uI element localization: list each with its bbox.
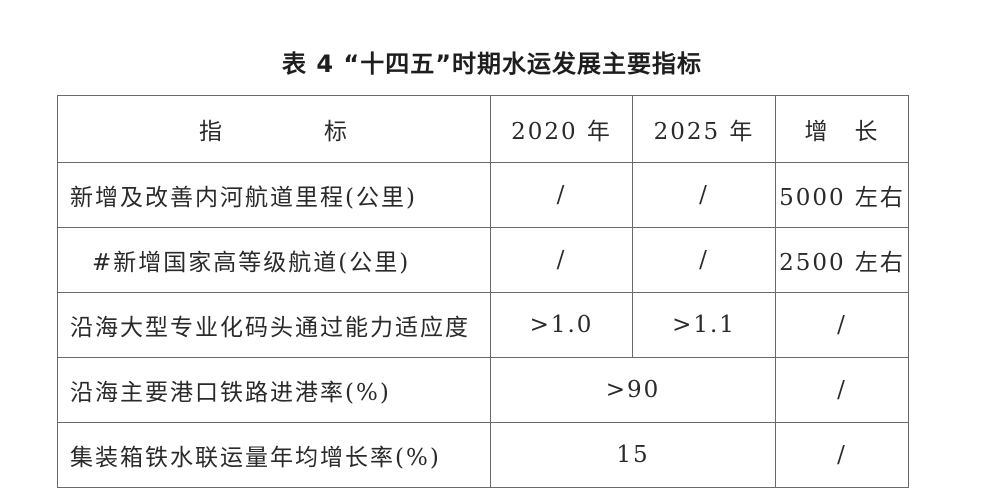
row-merged-value: 15 — [490, 422, 776, 488]
row-2025: / — [632, 162, 776, 228]
table-row: 沿海大型专业化码头通过能力适应度 >1.0 >1.1 / — [57, 292, 909, 358]
row-indicator: 新增及改善内河航道里程(公里) — [57, 162, 491, 228]
row-merged-value: >90 — [490, 357, 776, 423]
table-title: 表 4 “十四五”时期水运发展主要指标 — [282, 50, 702, 78]
row-2025: / — [632, 227, 776, 293]
row-growth: / — [775, 357, 909, 423]
table-row: 沿海主要港口铁路进港率(%) >90 / — [57, 357, 909, 423]
row-indicator: #新增国家高等级航道(公里) — [57, 227, 491, 293]
indicators-table: 指 标 2020 年 2025 年 增 长 新增及改善内河航道里程(公里) / … — [57, 95, 909, 488]
header-growth: 增 长 — [775, 95, 909, 163]
row-growth: / — [775, 422, 909, 488]
row-growth: 5000 左右 — [775, 162, 909, 228]
table-row: 新增及改善内河航道里程(公里) / / 5000 左右 — [57, 162, 909, 228]
row-indicator: 沿海主要港口铁路进港率(%) — [57, 357, 491, 423]
table-row: 集装箱铁水联运量年均增长率(%) 15 / — [57, 422, 909, 488]
row-indicator: 集装箱铁水联运量年均增长率(%) — [57, 422, 491, 488]
row-growth: / — [775, 292, 909, 358]
row-2025: >1.1 — [632, 292, 776, 358]
header-2025: 2025 年 — [632, 95, 776, 163]
header-indicator: 指 标 — [57, 95, 491, 163]
row-2020: / — [490, 162, 633, 228]
row-growth: 2500 左右 — [775, 227, 909, 293]
row-indicator: 沿海大型专业化码头通过能力适应度 — [57, 292, 491, 358]
table-header-row: 指 标 2020 年 2025 年 增 长 — [57, 95, 909, 163]
row-2020: >1.0 — [490, 292, 633, 358]
table-row: #新增国家高等级航道(公里) / / 2500 左右 — [57, 227, 909, 293]
header-2020: 2020 年 — [490, 95, 633, 163]
row-2020: / — [490, 227, 633, 293]
